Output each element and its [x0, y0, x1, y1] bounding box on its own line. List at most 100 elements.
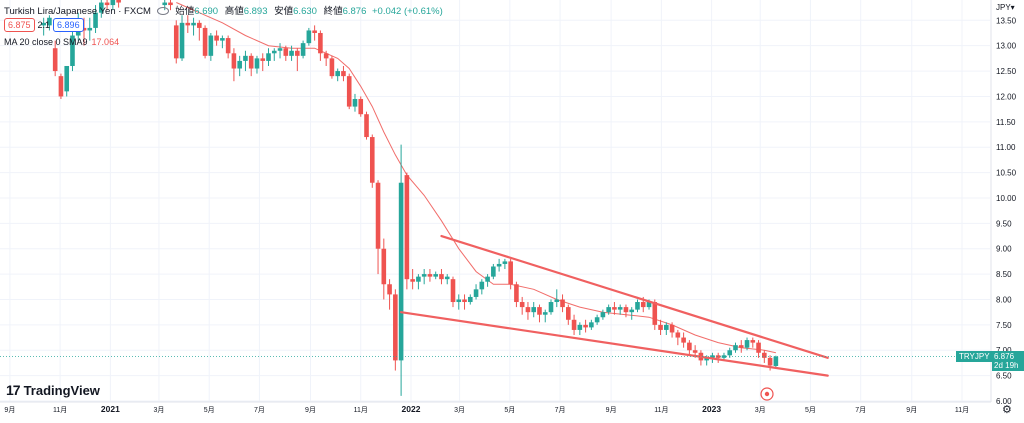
candle-down	[537, 304, 542, 323]
candle-body	[617, 307, 623, 310]
candle-down	[750, 337, 756, 348]
candle-body	[352, 98, 358, 107]
candle-body	[692, 350, 698, 353]
candle-up	[456, 294, 462, 310]
candle-body	[606, 307, 611, 313]
candle-up	[271, 48, 277, 61]
candle-up	[300, 40, 306, 59]
candle-up	[93, 5, 98, 33]
candle-body	[727, 350, 733, 356]
price-tick-label: 11.50	[996, 118, 1016, 127]
candle-up	[473, 284, 479, 300]
candle-body	[231, 53, 237, 69]
candle-down	[295, 48, 300, 72]
low-label: 安値	[274, 6, 294, 17]
tradingview-logo[interactable]: 17 TradingView	[6, 382, 100, 398]
candle-body	[179, 22, 185, 59]
chart-grid	[0, 0, 990, 402]
candle-body	[197, 22, 202, 28]
candle-body	[462, 299, 467, 303]
candle-body	[289, 50, 294, 56]
candle-body	[485, 276, 490, 282]
candle-body	[318, 32, 323, 54]
candle-down	[346, 73, 352, 110]
candle-down	[318, 30, 323, 61]
candle-down	[364, 111, 369, 140]
candle-body	[300, 43, 306, 56]
buy-button[interactable]: 6.896	[53, 18, 84, 32]
close-value: 6.876	[342, 6, 367, 17]
candle-body	[375, 182, 381, 249]
time-tick-label: 3月	[755, 406, 766, 414]
time-tick-label: 7月	[254, 406, 265, 414]
candle-body	[306, 30, 312, 44]
candle-down	[231, 48, 237, 82]
candle-body	[658, 324, 663, 330]
high-label: 高値	[224, 6, 244, 17]
candle-up	[254, 55, 260, 74]
price-tick-label: 7.00	[996, 346, 1012, 355]
high-value: 6.893	[243, 6, 268, 17]
sell-button[interactable]: 6.875	[4, 18, 35, 32]
price-tick-label: 8.50	[996, 270, 1012, 279]
candle-up	[589, 319, 594, 330]
candle-up	[266, 48, 271, 66]
candle-up	[87, 17, 93, 41]
candle-body	[335, 71, 340, 77]
trendline-upper	[440, 234, 829, 359]
candle-down	[756, 340, 761, 358]
eye-icon[interactable]	[156, 7, 169, 16]
candle-down	[283, 45, 289, 61]
candle-body	[393, 294, 398, 361]
candle-down	[58, 73, 64, 99]
candle-body	[681, 337, 686, 343]
candle-down	[681, 332, 686, 348]
candle-body	[358, 98, 364, 115]
candle-up	[208, 32, 214, 61]
candle-down	[81, 17, 87, 46]
trendline-lower	[400, 311, 829, 377]
candle-body	[404, 175, 410, 280]
time-tick-label: 7月	[555, 406, 566, 414]
gear-icon[interactable]: ⚙	[1002, 404, 1012, 416]
price-tick-label: 12.50	[996, 67, 1017, 76]
candle-body	[283, 48, 289, 56]
indicator-label: MA 20 close 0 SMA9	[4, 37, 88, 47]
candle-body	[450, 279, 456, 303]
bar-countdown: 2d 19h	[994, 361, 1019, 370]
candle-down	[404, 172, 410, 290]
candle-down	[669, 322, 675, 338]
candle-body	[225, 38, 231, 54]
candle-down	[104, 0, 110, 11]
chevron-down-icon: ▾	[1010, 3, 1015, 12]
candle-body	[744, 340, 750, 348]
candle-down	[715, 352, 721, 363]
candle-body	[220, 38, 225, 41]
candle-body	[410, 279, 415, 282]
replay-marker	[760, 387, 774, 401]
symbol-title[interactable]: Turkish Lira/Japanese Yen · FXCM	[4, 6, 151, 17]
candle-body	[87, 27, 93, 31]
close-label: 終値	[323, 6, 343, 17]
candle-body	[168, 2, 173, 6]
candle-body	[214, 35, 219, 41]
candle-up	[179, 15, 185, 61]
candle-down	[248, 53, 254, 77]
candle-up	[421, 269, 427, 285]
currency-menu[interactable]: JPY▾	[996, 3, 1015, 12]
candle-body	[548, 302, 554, 313]
indicator-legend[interactable]: MA 20 close 0 SMA9 17.064	[4, 37, 119, 47]
candle-up	[352, 93, 358, 112]
time-tick-label: 2021	[101, 404, 120, 414]
candle-down	[658, 319, 663, 336]
candle-down	[185, 15, 191, 33]
candle-body	[531, 307, 537, 313]
candle-body	[369, 137, 375, 183]
time-tick-label: 9月	[906, 406, 917, 414]
candle-down	[612, 302, 617, 315]
candle-body	[70, 35, 75, 66]
candle-down	[358, 96, 364, 117]
candle-up	[433, 271, 438, 280]
